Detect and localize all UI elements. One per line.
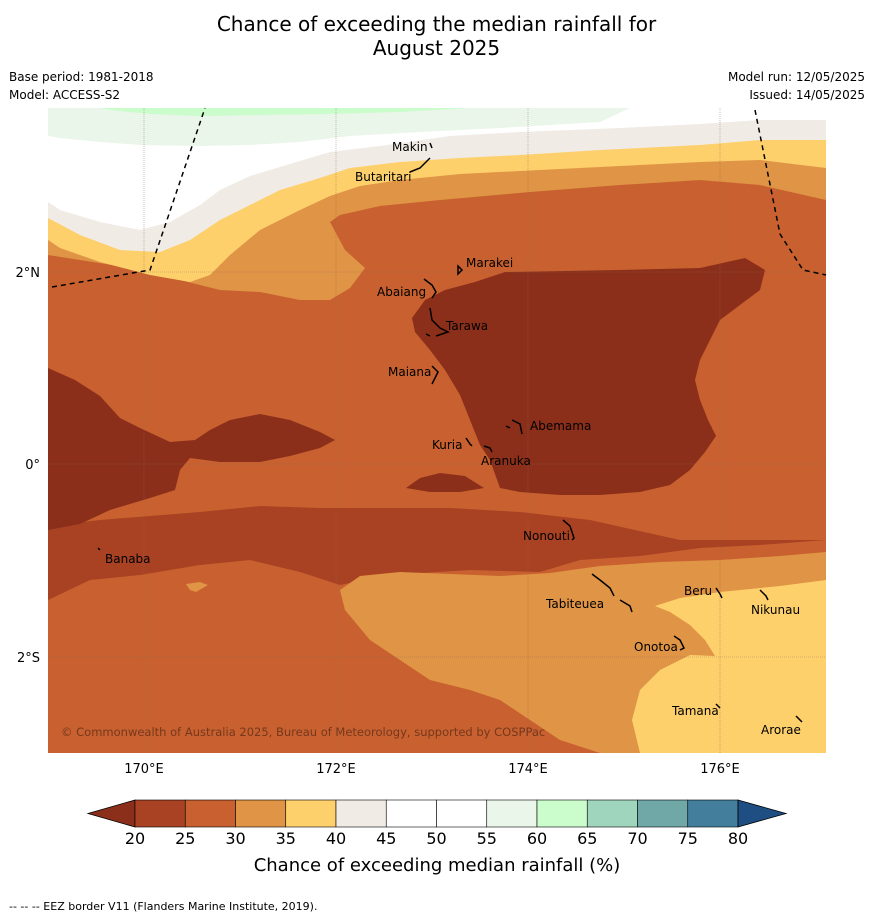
label-banaba: Banaba — [105, 552, 151, 566]
lon-tick-170e: 170°E — [124, 762, 164, 777]
label-abemama: Abemama — [530, 419, 591, 433]
colorbar-tick-label: 75 — [678, 829, 698, 848]
title-line-2: August 2025 — [372, 36, 501, 60]
colorbar-tick-label: 50 — [426, 829, 446, 848]
eez-footnote: -- -- -- EEZ border V11 (Flanders Marine… — [9, 900, 318, 913]
label-kuria: Kuria — [432, 438, 463, 452]
lat-tick-2s: 2°S — [17, 651, 40, 666]
beru-outline — [715, 587, 723, 599]
label-aranuka: Aranuka — [481, 454, 531, 468]
colorbar-swatch — [184, 799, 236, 828]
colorbar-swatch — [285, 799, 337, 828]
banaba-outline — [97, 547, 101, 551]
base-period: Base period: 1981-2018 — [9, 70, 154, 84]
colorbar-tick-label: 70 — [627, 829, 647, 848]
colorbar-swatch — [637, 799, 689, 828]
colorbar-swatch — [335, 799, 387, 828]
lat-axis: 2°N 0° 2°S — [16, 266, 41, 666]
colorbar-tick-label: 80 — [728, 829, 748, 848]
model-run: Model run: 12/05/2025 — [727, 70, 865, 84]
colorbar-tick-label: 35 — [276, 829, 296, 848]
label-maiana: Maiana — [388, 365, 431, 379]
tarawa-outline — [425, 307, 450, 337]
onotoa-outline — [673, 635, 686, 651]
label-makin: Makin — [392, 140, 428, 154]
label-onotoa: Onotoa — [634, 640, 678, 654]
label-arorae: Arorae — [761, 723, 801, 737]
colorbar-over-arrow — [737, 799, 788, 828]
island-outlines — [97, 142, 803, 723]
colorbar-tick-label: 30 — [225, 829, 245, 848]
colorbar-swatch — [436, 799, 488, 828]
eez-border-east — [754, 109, 827, 276]
label-butaritari: Butaritari — [355, 170, 412, 184]
probability-field — [48, 108, 826, 753]
lon-tick-172e: 172°E — [316, 762, 356, 777]
label-marakei: Marakei — [466, 256, 513, 270]
copyright-notice: © Commonwealth of Australia 2025, Bureau… — [61, 725, 545, 739]
label-abaiang: Abaiang — [377, 285, 426, 299]
nikunau-outline — [759, 589, 769, 601]
lon-tick-176e: 176°E — [700, 762, 740, 777]
band-under-20-west — [48, 368, 335, 530]
colorbar-tick-label: 60 — [527, 829, 547, 848]
colorbar-swatch — [385, 799, 437, 828]
lon-axis: 170°E 172°E 174°E 176°E — [124, 762, 740, 777]
tamana-outline — [715, 703, 721, 709]
base-info: Base period: 1981-2018 Model: ACCESS-S2 — [9, 68, 154, 104]
label-nonouti: Nonouti — [523, 529, 570, 543]
colorbar-tick-label: 65 — [577, 829, 597, 848]
marakei-outline — [457, 264, 464, 276]
colorbar-title: Chance of exceeding median rainfall (%) — [254, 855, 621, 876]
colorbar-swatch — [235, 799, 287, 828]
run-info: Model run: 12/05/2025 Issued: 14/05/2025 — [728, 68, 865, 104]
model-name: Model: ACCESS-S2 — [9, 88, 121, 102]
colorbar-swatch — [486, 799, 538, 828]
band-55-60 — [48, 108, 630, 146]
band-under-20-center — [406, 473, 484, 492]
label-beru: Beru — [684, 584, 712, 598]
label-tamana: Tamana — [671, 704, 719, 718]
colorbar-tick-label: 45 — [376, 829, 396, 848]
abemama-outline — [505, 419, 523, 435]
colorbar-swatch — [134, 799, 186, 828]
lat-tick-0: 0° — [25, 458, 40, 473]
colorbar-tick-label: 55 — [477, 829, 497, 848]
kuria-outline — [465, 437, 473, 447]
label-nikunau: Nikunau — [751, 603, 800, 617]
title-line-1: Chance of exceeding the median rainfall … — [216, 12, 657, 36]
arorae-outline — [795, 715, 803, 723]
makin-outline — [409, 142, 433, 173]
abaiang-outline — [423, 278, 437, 299]
label-tarawa: Tarawa — [445, 319, 488, 333]
colorbar-swatch — [536, 799, 588, 828]
band-30-35-patch — [186, 582, 208, 592]
nonouti-outline — [562, 519, 575, 541]
maiana-outline — [431, 365, 439, 385]
eez-border-west — [51, 107, 206, 288]
graticule — [48, 108, 826, 753]
colorbar-tick-label: 40 — [326, 829, 346, 848]
colorbar-under-arrow — [86, 799, 136, 828]
colorbar: 20 25 30 35 40 45 50 55 60 65 70 75 80 — [86, 799, 788, 848]
label-tabiteuea: Tabiteuea — [545, 597, 604, 611]
band-35-40-south — [632, 580, 826, 753]
colorbar-swatch — [687, 799, 739, 828]
band-60-65 — [100, 108, 470, 116]
map-title: Chance of exceeding the median rainfall … — [0, 12, 873, 60]
island-labels: Makin Butaritari Marakei Abaiang Tarawa … — [105, 140, 801, 737]
lon-tick-174e: 174°E — [508, 762, 548, 777]
colorbar-swatch — [586, 799, 638, 828]
lat-tick-2n: 2°N — [16, 266, 41, 281]
colorbar-tick-label: 20 — [125, 829, 145, 848]
tabiteuea-outline — [591, 573, 633, 613]
eez-border — [51, 107, 827, 288]
issued-date: Issued: 14/05/2025 — [749, 88, 865, 102]
aranuka-outline — [483, 445, 493, 453]
band-under-20 — [412, 258, 765, 495]
colorbar-tick-label: 25 — [175, 829, 195, 848]
